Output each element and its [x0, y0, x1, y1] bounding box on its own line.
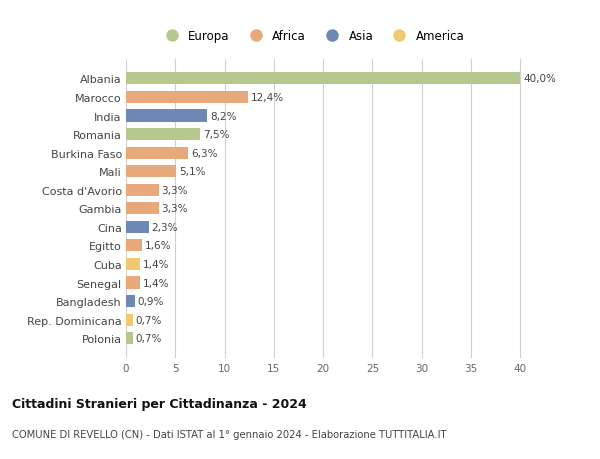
- Legend: Europa, Africa, Asia, America: Europa, Africa, Asia, America: [160, 30, 464, 43]
- Bar: [126, 258, 140, 270]
- Bar: [126, 92, 248, 104]
- Bar: [126, 166, 176, 178]
- Text: 6,3%: 6,3%: [191, 148, 218, 158]
- Text: 5,1%: 5,1%: [179, 167, 206, 177]
- Text: 8,2%: 8,2%: [210, 111, 236, 121]
- Bar: [126, 147, 188, 159]
- Text: 2,3%: 2,3%: [152, 222, 178, 232]
- Bar: [126, 314, 133, 326]
- Text: 12,4%: 12,4%: [251, 93, 284, 103]
- Text: COMUNE DI REVELLO (CN) - Dati ISTAT al 1° gennaio 2024 - Elaborazione TUTTITALIA: COMUNE DI REVELLO (CN) - Dati ISTAT al 1…: [12, 429, 446, 439]
- Text: Cittadini Stranieri per Cittadinanza - 2024: Cittadini Stranieri per Cittadinanza - 2…: [12, 397, 307, 410]
- Text: 1,4%: 1,4%: [143, 278, 169, 288]
- Bar: [126, 203, 158, 215]
- Text: 7,5%: 7,5%: [203, 130, 229, 140]
- Bar: [126, 221, 149, 233]
- Text: 40,0%: 40,0%: [523, 74, 556, 84]
- Text: 0,7%: 0,7%: [136, 315, 162, 325]
- Text: 3,3%: 3,3%: [161, 204, 188, 214]
- Text: 1,6%: 1,6%: [145, 241, 171, 251]
- Bar: [126, 240, 142, 252]
- Bar: [126, 129, 200, 141]
- Bar: [126, 332, 133, 344]
- Bar: [126, 110, 207, 122]
- Bar: [126, 185, 158, 196]
- Text: 1,4%: 1,4%: [143, 259, 169, 269]
- Bar: [126, 73, 520, 85]
- Bar: [126, 277, 140, 289]
- Text: 0,9%: 0,9%: [138, 297, 164, 307]
- Text: 3,3%: 3,3%: [161, 185, 188, 196]
- Bar: [126, 296, 135, 308]
- Text: 0,7%: 0,7%: [136, 333, 162, 343]
